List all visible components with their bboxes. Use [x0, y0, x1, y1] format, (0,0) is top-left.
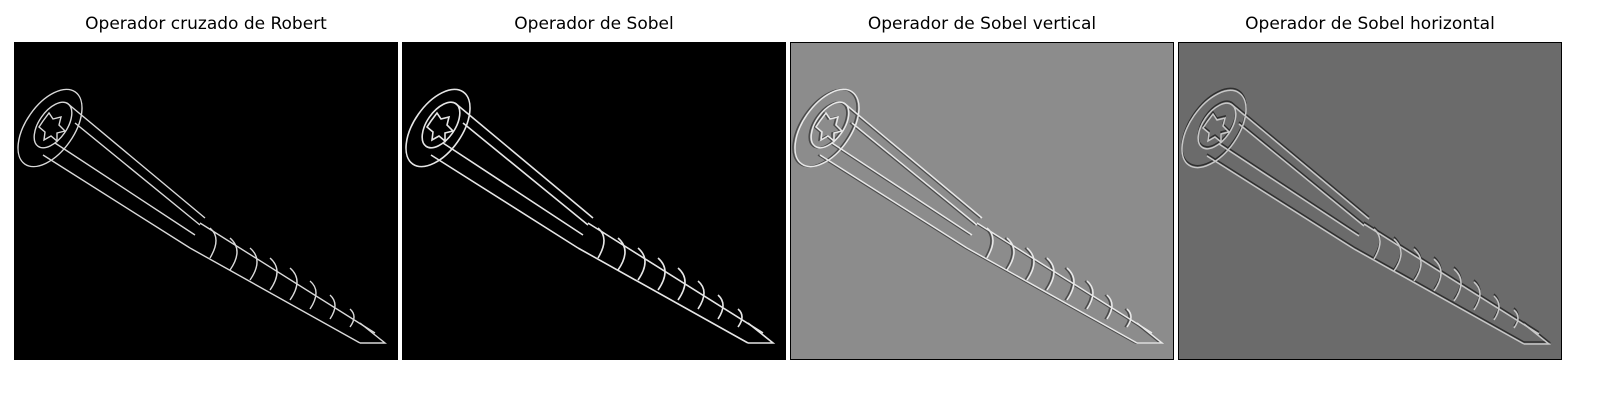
panel-robert: Operador cruzado de Robert	[14, 0, 398, 400]
screw-edge-image	[403, 43, 785, 359]
edge-image	[1178, 42, 1562, 360]
screw-emboss-image	[1179, 43, 1561, 359]
screw-edge-image	[15, 43, 397, 359]
panel-sobel: Operador de Sobel	[402, 0, 786, 400]
panel-title: Operador de Sobel horizontal	[1245, 14, 1495, 34]
panel-title: Operador de Sobel	[514, 14, 674, 34]
screw-emboss-image	[791, 43, 1173, 359]
panel-sobel-vertical: Operador de Sobel vertical	[790, 0, 1174, 400]
panel-title: Operador cruzado de Robert	[85, 14, 327, 34]
panel-sobel-horizontal: Operador de Sobel horizontal	[1178, 0, 1562, 400]
edge-image	[14, 42, 398, 360]
edge-image	[790, 42, 1174, 360]
edge-image	[402, 42, 786, 360]
panel-title: Operador de Sobel vertical	[867, 14, 1097, 34]
